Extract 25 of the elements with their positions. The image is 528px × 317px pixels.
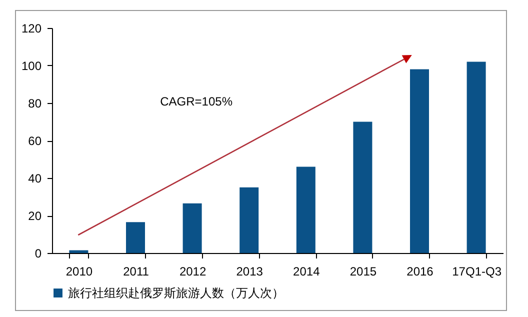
bar xyxy=(353,122,372,253)
x-tick-label: 2012 xyxy=(179,264,206,278)
bar xyxy=(240,187,259,253)
y-tick-label: 80 xyxy=(28,96,42,110)
bar xyxy=(410,69,430,253)
y-tick-label: 40 xyxy=(28,172,42,186)
y-tick-label: 20 xyxy=(28,209,42,223)
x-tick-label: 2011 xyxy=(123,264,150,278)
annotation: CAGR=105% xyxy=(160,94,233,109)
y-tick-label: 100 xyxy=(21,59,42,73)
x-tick-label: 17Q1-Q3 xyxy=(452,264,502,278)
bar xyxy=(126,222,145,253)
x-tick-label: 2014 xyxy=(293,264,320,278)
x-tick-label: 2013 xyxy=(236,264,264,278)
bar xyxy=(182,203,202,253)
y-tick-label: 60 xyxy=(28,134,42,148)
bar xyxy=(466,62,486,253)
bar xyxy=(296,166,316,253)
y-tick-label: 0 xyxy=(34,246,42,260)
x-tick-label: 2016 xyxy=(406,264,434,278)
y-tick-label: 120 xyxy=(21,22,42,36)
bar xyxy=(69,250,88,253)
legend-label: 旅行社组织赴俄罗斯旅游人数（万人次） xyxy=(68,286,284,300)
x-tick-label: 2010 xyxy=(66,264,93,278)
x-tick-label: 2015 xyxy=(350,264,377,278)
